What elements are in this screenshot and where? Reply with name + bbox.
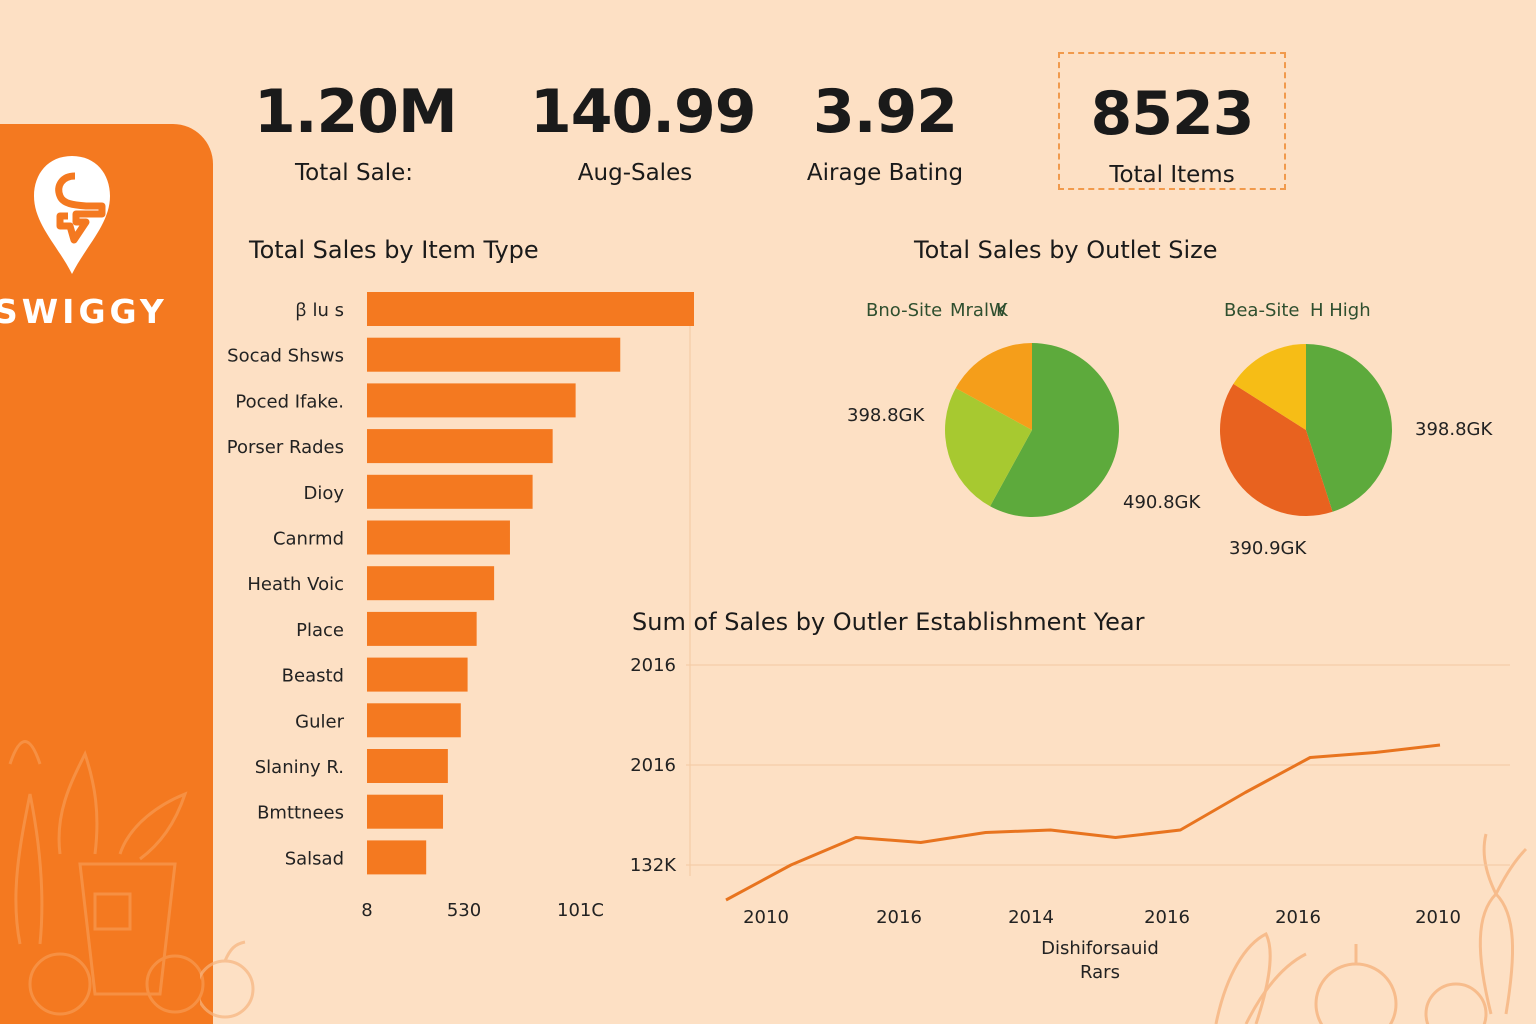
pie-data-label: 390.9GK bbox=[1229, 538, 1307, 559]
bar-category-label: ꞵ lu s bbox=[295, 300, 344, 321]
bar-category-label: Beastd bbox=[282, 666, 344, 687]
bar-category-label: Slaniny R. bbox=[255, 757, 344, 778]
swiggy-logo-icon bbox=[34, 156, 110, 274]
line-series bbox=[725, 743, 1441, 902]
kpi-label: Total Items bbox=[1109, 162, 1235, 188]
line-x-tick-label: 2010 bbox=[1415, 907, 1461, 928]
kpi-avg-sales: 140.99 Aug-Sales bbox=[530, 77, 757, 186]
line-y-tick-label: 132K bbox=[630, 855, 677, 876]
line-x-tick-label: 2010 bbox=[743, 907, 789, 928]
line-x-axis-label: Rars bbox=[1080, 962, 1120, 983]
bar bbox=[367, 794, 444, 829]
line-x-axis-label: Dishiforsauid bbox=[1041, 938, 1159, 959]
pie-slice bbox=[1306, 344, 1392, 512]
pie-data-label: 490.8GK bbox=[1123, 492, 1201, 513]
bar-chart-title: Total Sales by Item Type bbox=[249, 236, 539, 264]
kpi-label: Total Sale: bbox=[294, 160, 413, 186]
kpi-value: 8523 bbox=[1090, 79, 1255, 149]
bar-x-tick-label: 8 bbox=[361, 900, 372, 921]
line-y-tick-label: 2016 bbox=[630, 755, 676, 776]
bar-category-label: Guler bbox=[295, 711, 344, 732]
pie-slice bbox=[1233, 344, 1306, 430]
bar bbox=[367, 749, 448, 783]
line-x-tick-label: 2014 bbox=[1008, 907, 1054, 928]
line-x-tick-label: 2016 bbox=[1144, 907, 1190, 928]
bar-category-label: Socad Shsws bbox=[227, 346, 344, 367]
pie-legend-label: K bbox=[996, 300, 1009, 321]
pie-chart-title: Total Sales by Outlet Size bbox=[914, 236, 1218, 264]
bar-category-label: Bmttnees bbox=[257, 803, 344, 824]
pie-slice bbox=[945, 388, 1032, 507]
kpi-value: 140.99 bbox=[530, 77, 757, 147]
bar-category-label: Porser Rades bbox=[227, 437, 344, 458]
pie-slice bbox=[955, 343, 1032, 430]
kpi-label: Aug-Sales bbox=[577, 160, 693, 186]
pie-slice bbox=[1220, 383, 1333, 516]
vegetables-doodle-icon bbox=[1214, 833, 1528, 1024]
bar bbox=[367, 429, 553, 464]
bar bbox=[367, 657, 468, 692]
bar bbox=[367, 292, 694, 326]
bar bbox=[367, 474, 533, 509]
kpi-avg-rating: 3.92 Airage Bating bbox=[790, 78, 980, 186]
pie-legend-label: Bno-Site bbox=[866, 300, 942, 321]
kpi-value: 1.20M bbox=[254, 77, 458, 147]
bar bbox=[367, 611, 477, 646]
apple-doodle-icon bbox=[200, 940, 255, 1019]
pie-legend-label: MralW bbox=[950, 300, 1007, 321]
bar-category-label: Place bbox=[296, 620, 344, 641]
bar bbox=[367, 566, 495, 601]
pie-slice bbox=[990, 343, 1119, 518]
pie-legend-label: Bea-Site bbox=[1224, 300, 1300, 321]
bar-category-label: Canrmd bbox=[273, 529, 344, 550]
line-x-tick-label: 2016 bbox=[1275, 907, 1321, 928]
pie-data-label: 398.8GK bbox=[1415, 419, 1493, 440]
bar-category-label: Dioy bbox=[303, 483, 344, 504]
bar bbox=[367, 840, 427, 875]
kpi-label: Airage Bating bbox=[806, 160, 964, 186]
kpi-total-sales: 1.20M Total Sale: bbox=[254, 77, 458, 186]
line-y-tick-label: 2016 bbox=[630, 655, 676, 676]
line-x-tick-label: 2016 bbox=[876, 907, 922, 928]
pie-data-label: 398.8GK bbox=[847, 405, 925, 426]
line-chart-title: Sum of Sales by Outler Establishment Yea… bbox=[632, 608, 1145, 636]
kpi-total-items[interactable]: 8523 Total Items bbox=[1058, 52, 1286, 190]
bar bbox=[367, 337, 621, 372]
bar bbox=[367, 520, 510, 555]
kpi-value: 3.92 bbox=[812, 77, 958, 147]
sidebar: SWIGGY bbox=[0, 124, 213, 1024]
bar-x-tick-label: 530 bbox=[447, 900, 481, 921]
groceries-doodle-icon bbox=[8, 740, 205, 1016]
bar bbox=[367, 383, 576, 418]
bar-x-tick-label: 101C bbox=[557, 900, 604, 921]
bar-category-label: Salsad bbox=[285, 848, 344, 869]
bar-category-label: Heath Voic bbox=[247, 574, 344, 595]
pie-legend-label: H High bbox=[1310, 300, 1371, 321]
bar bbox=[367, 703, 461, 738]
brand-name: SWIGGY bbox=[0, 292, 168, 331]
bar-category-label: Poced Ifake. bbox=[235, 391, 344, 412]
